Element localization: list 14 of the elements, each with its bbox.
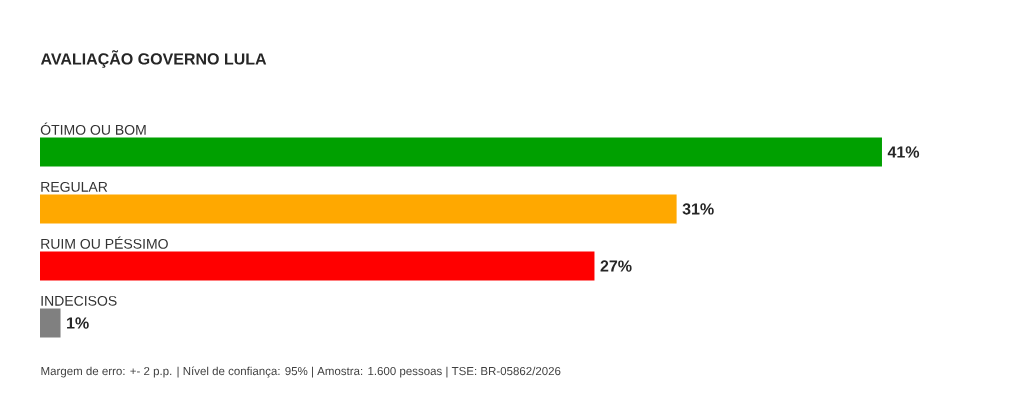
bar <box>40 308 61 338</box>
text: Margem de erro: +- 2 p.p. | Nível de confiança: 95% | Amostra: 1.600 pessoas | TSE: BR-05862/2026 <box>41 366 561 378</box>
chart-title: AVALIAÇÃO GOVERNO LULA <box>40 50 267 68</box>
y-tick-label: RUIM OU PÉSSIMO <box>41 236 168 249</box>
data-label: 1% <box>67 317 89 329</box>
bar <box>40 194 677 224</box>
y-tick-label: INDECISOS <box>41 295 117 306</box>
data-label: 41% <box>887 146 920 158</box>
y-tick-label: REGULAR <box>41 181 108 192</box>
bar <box>40 137 882 167</box>
data-label: 27% <box>600 260 632 272</box>
bar <box>40 251 595 281</box>
y-tick-label: ÓTIMO OU BOM <box>40 122 146 135</box>
data-label: 31% <box>682 203 714 215</box>
